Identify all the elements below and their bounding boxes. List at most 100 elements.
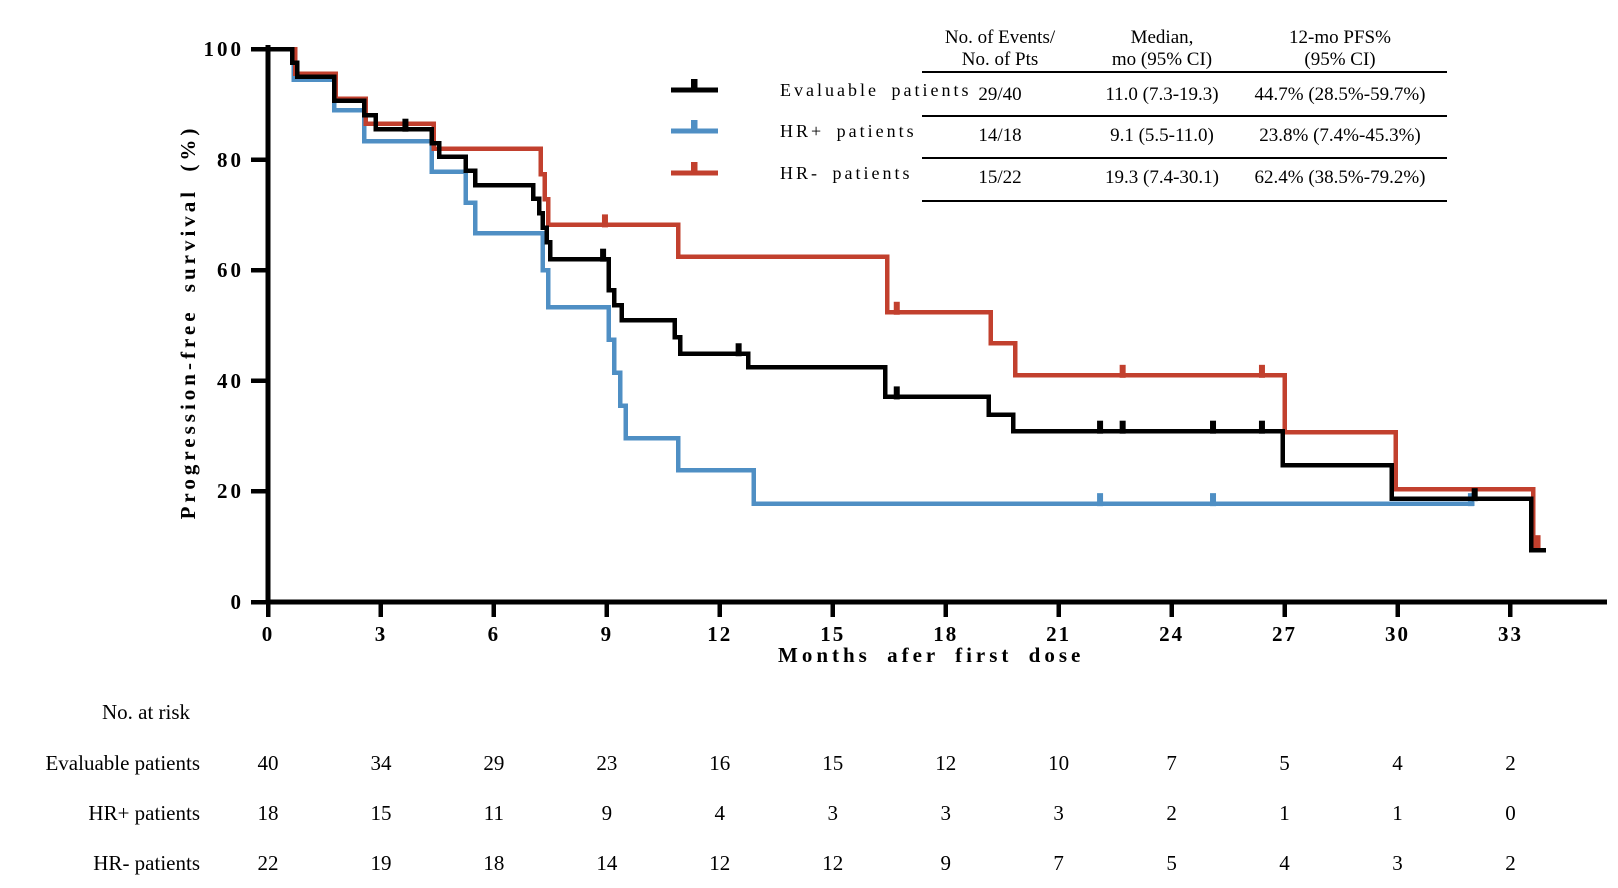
stats-hr-negative-pfs: 62.4% (38.5%-79.2%) — [1254, 167, 1426, 188]
censor-tick — [1097, 493, 1104, 507]
x-tick-label: 6 — [487, 622, 501, 646]
risk-value: 1 — [1279, 801, 1290, 825]
risk-value: 3 — [827, 801, 839, 825]
risk-value: 16 — [709, 751, 731, 775]
risk-value: 7 — [1053, 851, 1064, 875]
y-tick-label: 20 — [217, 479, 244, 504]
x-tick-label: 3 — [374, 622, 388, 646]
series-hr-patients — [268, 46, 1475, 506]
y-tick-label: 60 — [217, 258, 244, 283]
x-tick-label: 9 — [600, 622, 614, 646]
risk-value: 0 — [1505, 801, 1516, 825]
x-tick-label: 18 — [933, 622, 959, 646]
censor-tick — [1258, 420, 1265, 434]
risk-value: 23 — [596, 751, 618, 775]
censor-tick — [1534, 535, 1541, 549]
risk-value: 34 — [370, 751, 392, 775]
censor-tick — [600, 248, 607, 262]
stats-header-pfs: 12-mo PFS% — [1289, 27, 1391, 48]
risk-value: 5 — [1166, 851, 1177, 875]
risk-value: 10 — [1048, 751, 1070, 775]
stats-rule — [922, 157, 1447, 159]
stats-evaluable-median: 11.0 (7.3-19.3) — [1105, 84, 1219, 105]
x-tick-label: 12 — [707, 622, 733, 646]
stats-evaluable-pfs: 44.7% (28.5%-59.7%) — [1254, 84, 1426, 105]
censor-tick — [1258, 364, 1265, 378]
legend-label-hr-positive: HR+ patients — [780, 121, 917, 141]
censor-tick — [1471, 488, 1478, 502]
y-axis-title: Progression-free survival (%) — [176, 124, 200, 520]
risk-value: 12 — [822, 851, 844, 875]
x-tick-label: 21 — [1046, 622, 1072, 646]
y-tick-label: 80 — [217, 147, 244, 172]
stats-hr-positive-pfs: 23.8% (7.4%-45.3%) — [1259, 125, 1421, 146]
risk-value: 18 — [483, 851, 505, 875]
x-tick-label: 0 — [261, 622, 275, 646]
risk-value: 9 — [601, 801, 613, 825]
legend-marker-censor-tick — [691, 79, 698, 92]
risk-row-label-hr-positive: HR+ patients — [88, 801, 200, 825]
stats-hr-positive-events: 14/18 — [978, 125, 1022, 146]
risk-value: 2 — [1166, 801, 1177, 825]
legend-label-hr-negative: HR- patients — [780, 163, 913, 183]
risk-value: 4 — [714, 801, 726, 825]
risk-value: 14 — [596, 851, 618, 875]
stats-header-events: No. of Events/ — [944, 27, 1056, 48]
risk-value: 2 — [1505, 751, 1516, 775]
x-tick-label: 24 — [1159, 622, 1185, 646]
risk-value: 1 — [1392, 801, 1403, 825]
x-tick-label: 27 — [1272, 622, 1298, 646]
stats-hr-negative-events: 15/22 — [978, 167, 1022, 188]
censor-tick — [893, 301, 900, 315]
risk-value: 19 — [370, 851, 392, 875]
risk-value: 9 — [940, 851, 951, 875]
risk-value: 3 — [940, 801, 951, 825]
stats-rule — [922, 115, 1447, 117]
risk-value: 15 — [370, 801, 392, 825]
risk-value: 29 — [483, 751, 505, 775]
y-tick-label: 40 — [217, 368, 244, 393]
risk-value: 4 — [1279, 851, 1290, 875]
stats-rule — [922, 71, 1447, 73]
legend-marker-censor-tick — [691, 162, 698, 175]
stats-header-events-2: No. of Pts — [961, 49, 1039, 70]
risk-value: 22 — [257, 851, 279, 875]
censor-tick — [1119, 364, 1126, 378]
legend-label-evaluable: Evaluable patients — [780, 80, 972, 100]
censor-tick — [1210, 493, 1217, 507]
censor-tick — [1097, 420, 1104, 434]
risk-value: 12 — [935, 751, 957, 775]
risk-value: 4 — [1392, 751, 1403, 775]
risk-value: 18 — [257, 801, 279, 825]
risk-value: 3 — [1053, 801, 1064, 825]
stats-rule — [922, 200, 1447, 202]
risk-value: 5 — [1279, 751, 1290, 775]
censor-tick — [601, 214, 608, 228]
stats-header-median: Median, — [1130, 27, 1194, 48]
risk-value: 2 — [1505, 851, 1516, 875]
risk-table-title: No. at risk — [101, 700, 191, 724]
y-tick-label: 0 — [230, 590, 244, 615]
series-evaluable-patients — [268, 46, 1547, 553]
stats-header-pfs-2: (95% CI) — [1304, 49, 1376, 70]
x-tick-label: 30 — [1385, 622, 1410, 646]
stats-evaluable-events: 29/40 — [978, 84, 1022, 105]
y-tick-label: 100 — [203, 37, 244, 61]
censor-tick — [893, 386, 900, 400]
censor-tick — [1119, 420, 1126, 434]
risk-value: 40 — [257, 751, 279, 775]
risk-value: 7 — [1166, 751, 1177, 775]
x-tick-label: 33 — [1497, 622, 1523, 646]
censor-tick — [402, 118, 409, 132]
risk-value: 12 — [709, 851, 731, 875]
stats-hr-negative-median: 19.3 (7.4-30.1) — [1105, 167, 1219, 188]
censor-tick — [735, 343, 742, 357]
censor-tick — [1210, 420, 1217, 434]
legend-marker-censor-tick — [691, 120, 698, 133]
risk-row-label-evaluable: Evaluable patients — [45, 751, 200, 775]
x-axis-title: Months afer first dose — [778, 643, 1085, 667]
risk-row-label-hr-negative: HR- patients — [93, 851, 200, 875]
risk-value: 11 — [483, 801, 504, 825]
